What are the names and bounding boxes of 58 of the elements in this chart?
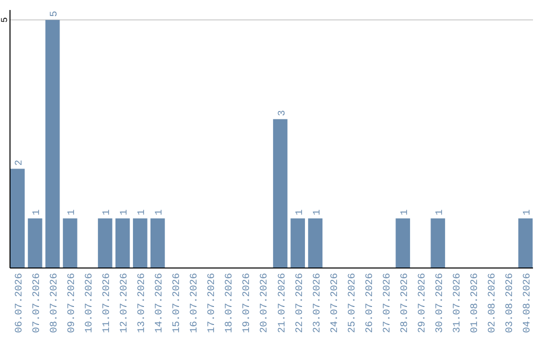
x-tick-label: 07.07.2026 — [32, 273, 44, 334]
x-tick-label: 06.07.2026 — [14, 273, 26, 334]
data-label: 1 — [312, 209, 324, 216]
x-tick-label: 22.07.2026 — [294, 273, 306, 334]
data-label: 1 — [120, 209, 131, 216]
bar — [396, 218, 410, 268]
x-tick-label: 26.07.2026 — [364, 273, 376, 334]
x-tick-label: 13.07.2026 — [137, 273, 148, 334]
x-tick-label: 29.07.2026 — [417, 273, 428, 334]
x-tick-label: 11.07.2026 — [102, 273, 114, 334]
x-tick-label: 16.07.2026 — [190, 273, 201, 334]
x-tick-label: 27.07.2026 — [382, 273, 394, 334]
bar — [45, 20, 60, 268]
x-tick-label: 23.07.2026 — [312, 273, 324, 334]
data-label: 5 — [50, 10, 61, 17]
bar — [518, 218, 533, 268]
data-label: 1 — [102, 209, 114, 216]
data-label: 3 — [277, 110, 288, 116]
bar — [430, 218, 446, 268]
x-tick-label: 01.08.2026 — [470, 273, 481, 334]
x-tick-label: 25.07.2026 — [347, 273, 358, 334]
bar — [62, 218, 78, 268]
bar — [308, 218, 322, 268]
x-tick-label: 08.07.2026 — [50, 273, 61, 334]
data-label: 2 — [14, 160, 26, 166]
data-label: 1 — [434, 209, 446, 216]
x-tick-label: 10.07.2026 — [84, 273, 96, 334]
x-tick-label: 04.08.2026 — [522, 273, 534, 334]
x-tick-label: 12.07.2026 — [120, 273, 131, 334]
x-tick-label: 09.07.2026 — [67, 273, 78, 334]
x-tick-label: 30.07.2026 — [434, 273, 446, 334]
data-label: 1 — [32, 209, 44, 216]
bar — [150, 218, 165, 268]
data-label: 1 — [67, 209, 78, 216]
x-tick-label: 15.07.2026 — [172, 273, 184, 334]
x-tick-label: 21.07.2026 — [277, 273, 288, 334]
bar — [290, 218, 305, 268]
bar — [132, 218, 148, 268]
data-label: 1 — [400, 209, 411, 216]
x-tick-label: 18.07.2026 — [224, 273, 236, 334]
bar — [273, 119, 288, 268]
x-tick-label: 02.08.2026 — [487, 273, 498, 334]
data-label: 1 — [154, 209, 166, 216]
x-tick-label: 14.07.2026 — [154, 273, 166, 334]
bar — [10, 168, 25, 268]
data-label: 1 — [137, 209, 148, 216]
data-label: 1 — [294, 209, 306, 216]
x-tick-label: 24.07.2026 — [330, 273, 341, 334]
x-tick-label: 20.07.2026 — [260, 273, 271, 334]
bar — [98, 218, 112, 268]
x-tick-label: 03.08.2026 — [504, 273, 516, 334]
x-tick-label: 19.07.2026 — [242, 273, 254, 334]
x-tick-label: 17.07.2026 — [207, 273, 218, 334]
x-tick-label: 28.07.2026 — [400, 273, 411, 334]
data-label: 1 — [522, 209, 534, 216]
bar — [115, 218, 130, 268]
bar — [28, 218, 42, 268]
x-tick-label: 31.07.2026 — [452, 273, 464, 334]
